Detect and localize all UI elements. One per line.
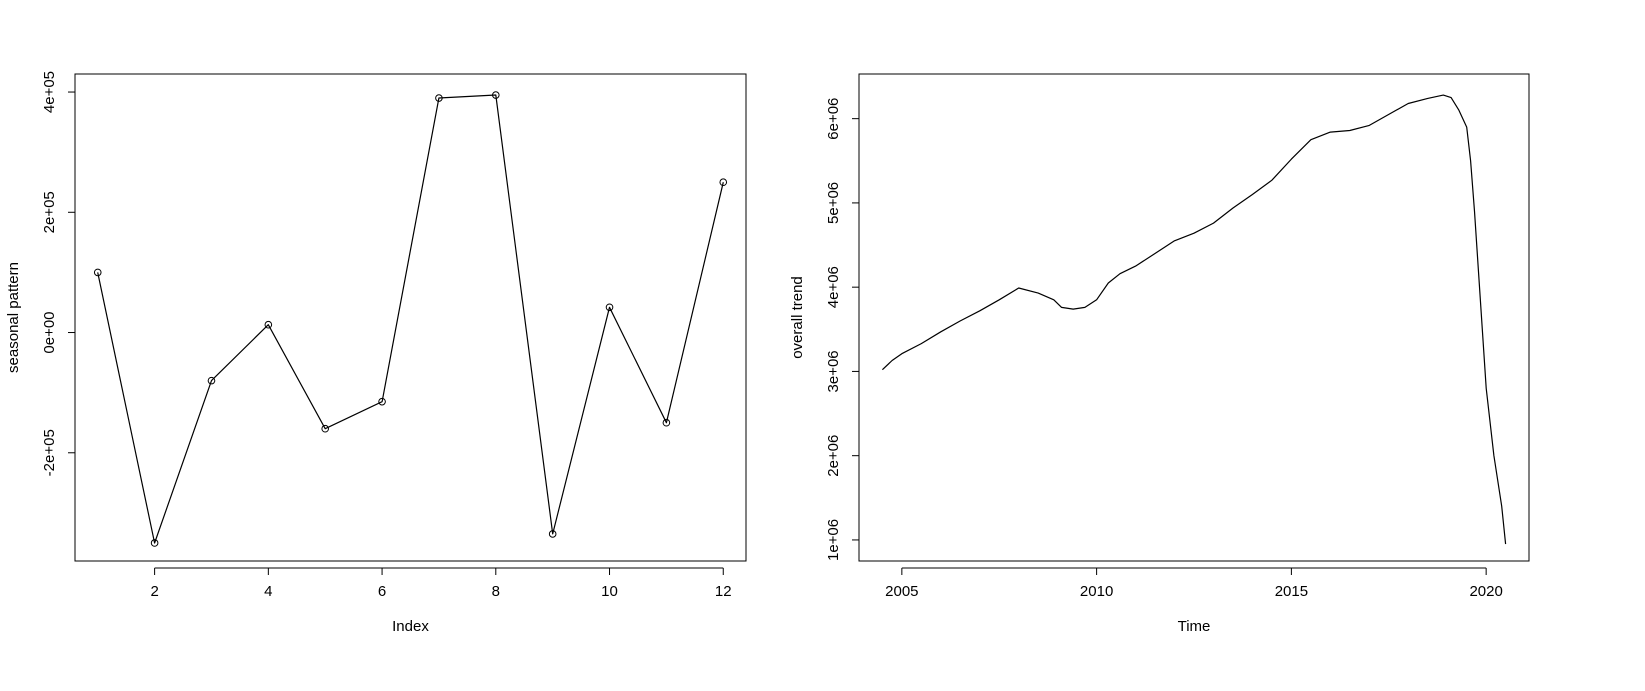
x-tick-label: 12 (715, 583, 732, 600)
data-point (435, 94, 443, 102)
overall-trend-panel: 2005 2010 2015 2020 1e+06 2e+06 3e+06 4e+06 5e+… (789, 73, 1530, 635)
data-point (207, 376, 216, 385)
data-point (491, 91, 500, 99)
y-axis: -2e+05 0e+00 2e+05 4e+05 (41, 71, 76, 476)
data-point (378, 397, 386, 406)
y-tick-label: 6e+06 (825, 98, 842, 140)
y-tick-label: 0e+00 (41, 311, 58, 353)
x-tick-label: 6 (378, 583, 386, 600)
data-point (548, 530, 557, 538)
y-tick-label: 4e+06 (825, 266, 842, 308)
x-axis: 2 4 6 8 10 12 (150, 567, 732, 600)
plot-frame (74, 73, 747, 562)
y-tick-label: 4e+05 (41, 71, 58, 113)
x-tick-label: 2010 (1080, 583, 1113, 600)
series-markers (93, 91, 728, 547)
overall-trend-line (881, 94, 1507, 545)
x-tick-label: 10 (601, 583, 618, 600)
data-point (264, 320, 273, 329)
x-tick-label: 2020 (1469, 583, 1502, 600)
x-axis: 2005 2010 2015 2020 (885, 567, 1503, 600)
plot-frame (858, 73, 1530, 562)
series-line (97, 94, 724, 544)
seasonal-pattern-panel: 2 4 6 8 10 12 -2e+05 0e+00 2e+05 4e+05 Index sea… (5, 71, 747, 635)
x-axis-label: Index (392, 618, 429, 635)
data-point (662, 418, 671, 427)
x-tick-label: 2015 (1275, 583, 1308, 600)
seasonal-pattern-line (97, 94, 724, 544)
x-tick-label: 4 (264, 583, 272, 600)
x-tick-label: 8 (492, 583, 500, 600)
y-tick-label: 1e+06 (825, 519, 842, 561)
y-axis-label: seasonal pattern (5, 262, 22, 373)
y-tick-label: -2e+05 (41, 429, 58, 476)
data-point (719, 178, 728, 187)
series-line (881, 94, 1507, 545)
data-point (150, 539, 159, 547)
y-tick-label: 2e+06 (825, 435, 842, 477)
data-point (93, 268, 102, 277)
data-point (605, 303, 614, 312)
y-axis: 1e+06 2e+06 3e+06 4e+06 5e+06 6e+06 (825, 98, 860, 561)
y-axis-label: overall trend (789, 276, 806, 359)
x-tick-label: 2005 (885, 583, 918, 600)
x-tick-label: 2 (150, 583, 158, 600)
y-tick-label: 5e+06 (825, 182, 842, 224)
x-axis-label: Time (1178, 618, 1211, 635)
data-point (321, 424, 330, 433)
y-tick-label: 3e+06 (825, 350, 842, 392)
y-tick-label: 2e+05 (41, 191, 58, 233)
